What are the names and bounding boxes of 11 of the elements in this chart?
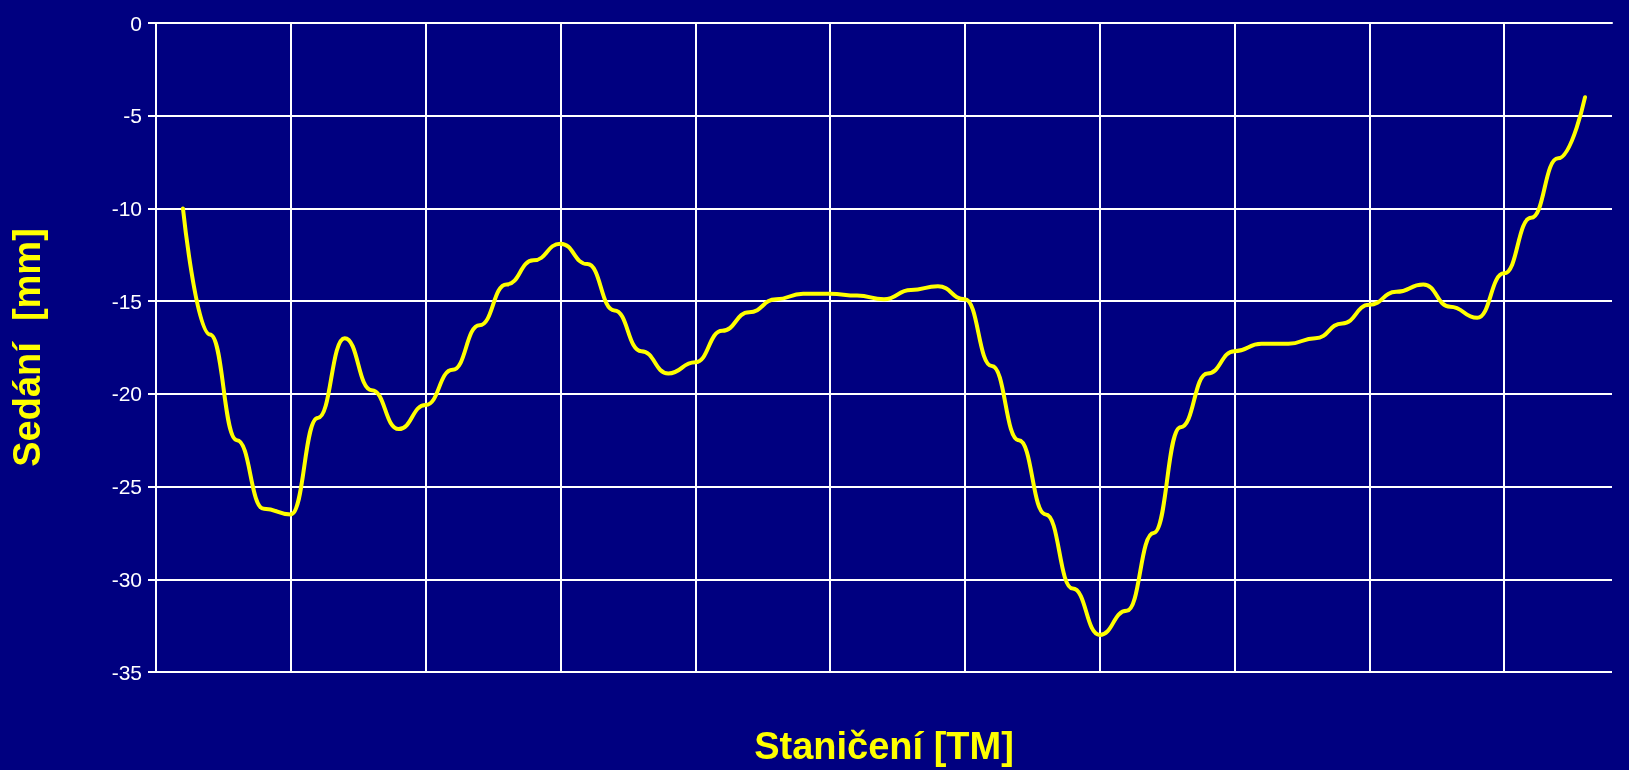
y-tick-label: -5	[123, 104, 142, 128]
y-axis-title: Sedání [mm]	[6, 228, 48, 467]
y-tick-label: -30	[111, 567, 142, 591]
y-tick-label: 0	[130, 11, 142, 35]
y-tick-label: -35	[111, 660, 142, 684]
y-tick-label: -10	[111, 196, 142, 220]
y-tick-label: -25	[111, 475, 142, 499]
x-axis-title: Staničení [TM]	[754, 725, 1014, 767]
line-series	[180, 95, 1588, 637]
y-tick-label: -15	[111, 289, 142, 313]
y-tick-label: -20	[111, 382, 142, 406]
